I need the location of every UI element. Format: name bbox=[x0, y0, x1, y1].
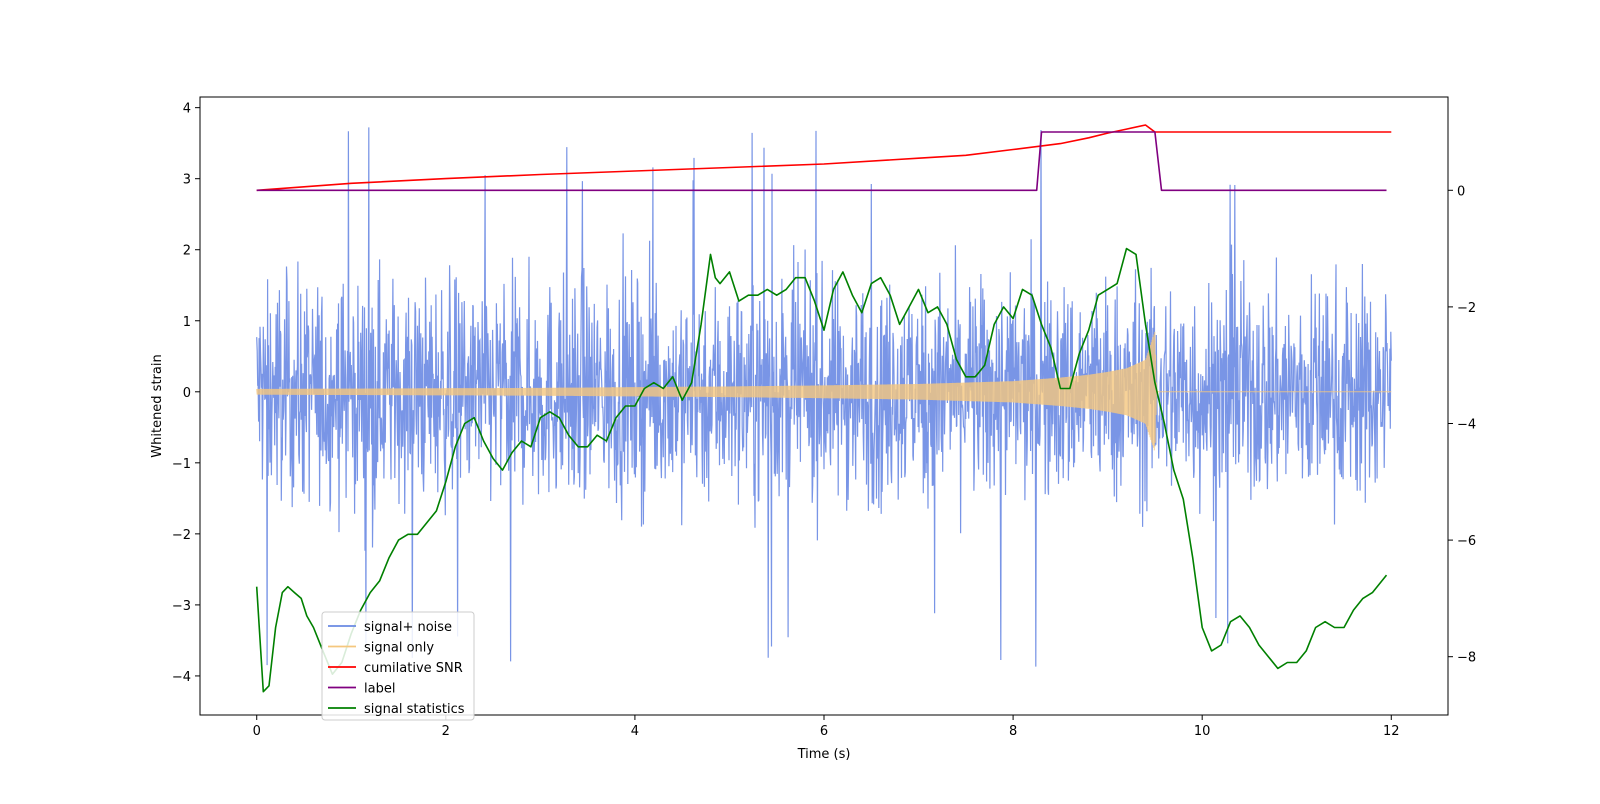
y-right-tick-label: 0 bbox=[1457, 184, 1465, 199]
y-tick-label: 2 bbox=[183, 244, 191, 259]
x-tick-label: 0 bbox=[253, 724, 261, 739]
legend-label: signal only bbox=[364, 641, 434, 656]
series-cumulative-snr-line bbox=[256, 124, 1392, 192]
y-tick-label: −1 bbox=[172, 457, 191, 472]
x-tick-label: 8 bbox=[1009, 724, 1017, 739]
legend-label: label bbox=[364, 682, 395, 697]
series-signal-only-line bbox=[256, 331, 1392, 451]
x-tick-label: 2 bbox=[442, 724, 450, 739]
series-signal-statistics-line bbox=[255, 247, 1388, 693]
y-tick-label: −2 bbox=[172, 528, 191, 543]
x-tick-label: 4 bbox=[631, 724, 639, 739]
legend-label: signal statistics bbox=[364, 702, 465, 717]
series-layer bbox=[255, 124, 1392, 693]
y-tick-label: 4 bbox=[183, 102, 191, 117]
y-right-tick-label: −2 bbox=[1457, 301, 1476, 316]
y-right-tick-label: −6 bbox=[1457, 534, 1476, 549]
x-tick-label: 12 bbox=[1383, 724, 1400, 739]
y-tick-label: −3 bbox=[172, 599, 191, 614]
legend-label: cumilative SNR bbox=[364, 661, 463, 676]
legend-label: signal+ noise bbox=[364, 620, 452, 635]
y-right-tick-label: −8 bbox=[1457, 651, 1476, 666]
y-tick-label: 0 bbox=[183, 386, 191, 401]
y-tick-label: 3 bbox=[183, 173, 191, 188]
y-tick-label: 1 bbox=[183, 315, 191, 330]
x-tick-label: 10 bbox=[1194, 724, 1211, 739]
y-axis-left-ticks: −4 −3 −2 −1 0 1 2 3 4 bbox=[172, 102, 200, 685]
y-tick-label: −4 bbox=[172, 670, 191, 685]
series-label-line bbox=[256, 131, 1387, 192]
y-right-tick-label: −4 bbox=[1457, 417, 1476, 432]
y-axis-right-ticks: −8 −6 −4 −2 0 bbox=[1448, 184, 1476, 666]
legend: signal+ noise signal only cumilative SNR la… bbox=[321, 611, 475, 721]
x-axis-label: Time (s) bbox=[797, 747, 851, 762]
x-tick-label: 6 bbox=[820, 724, 828, 739]
legend-box bbox=[321, 611, 475, 721]
y-axis-label: Whitened strain bbox=[150, 354, 165, 457]
